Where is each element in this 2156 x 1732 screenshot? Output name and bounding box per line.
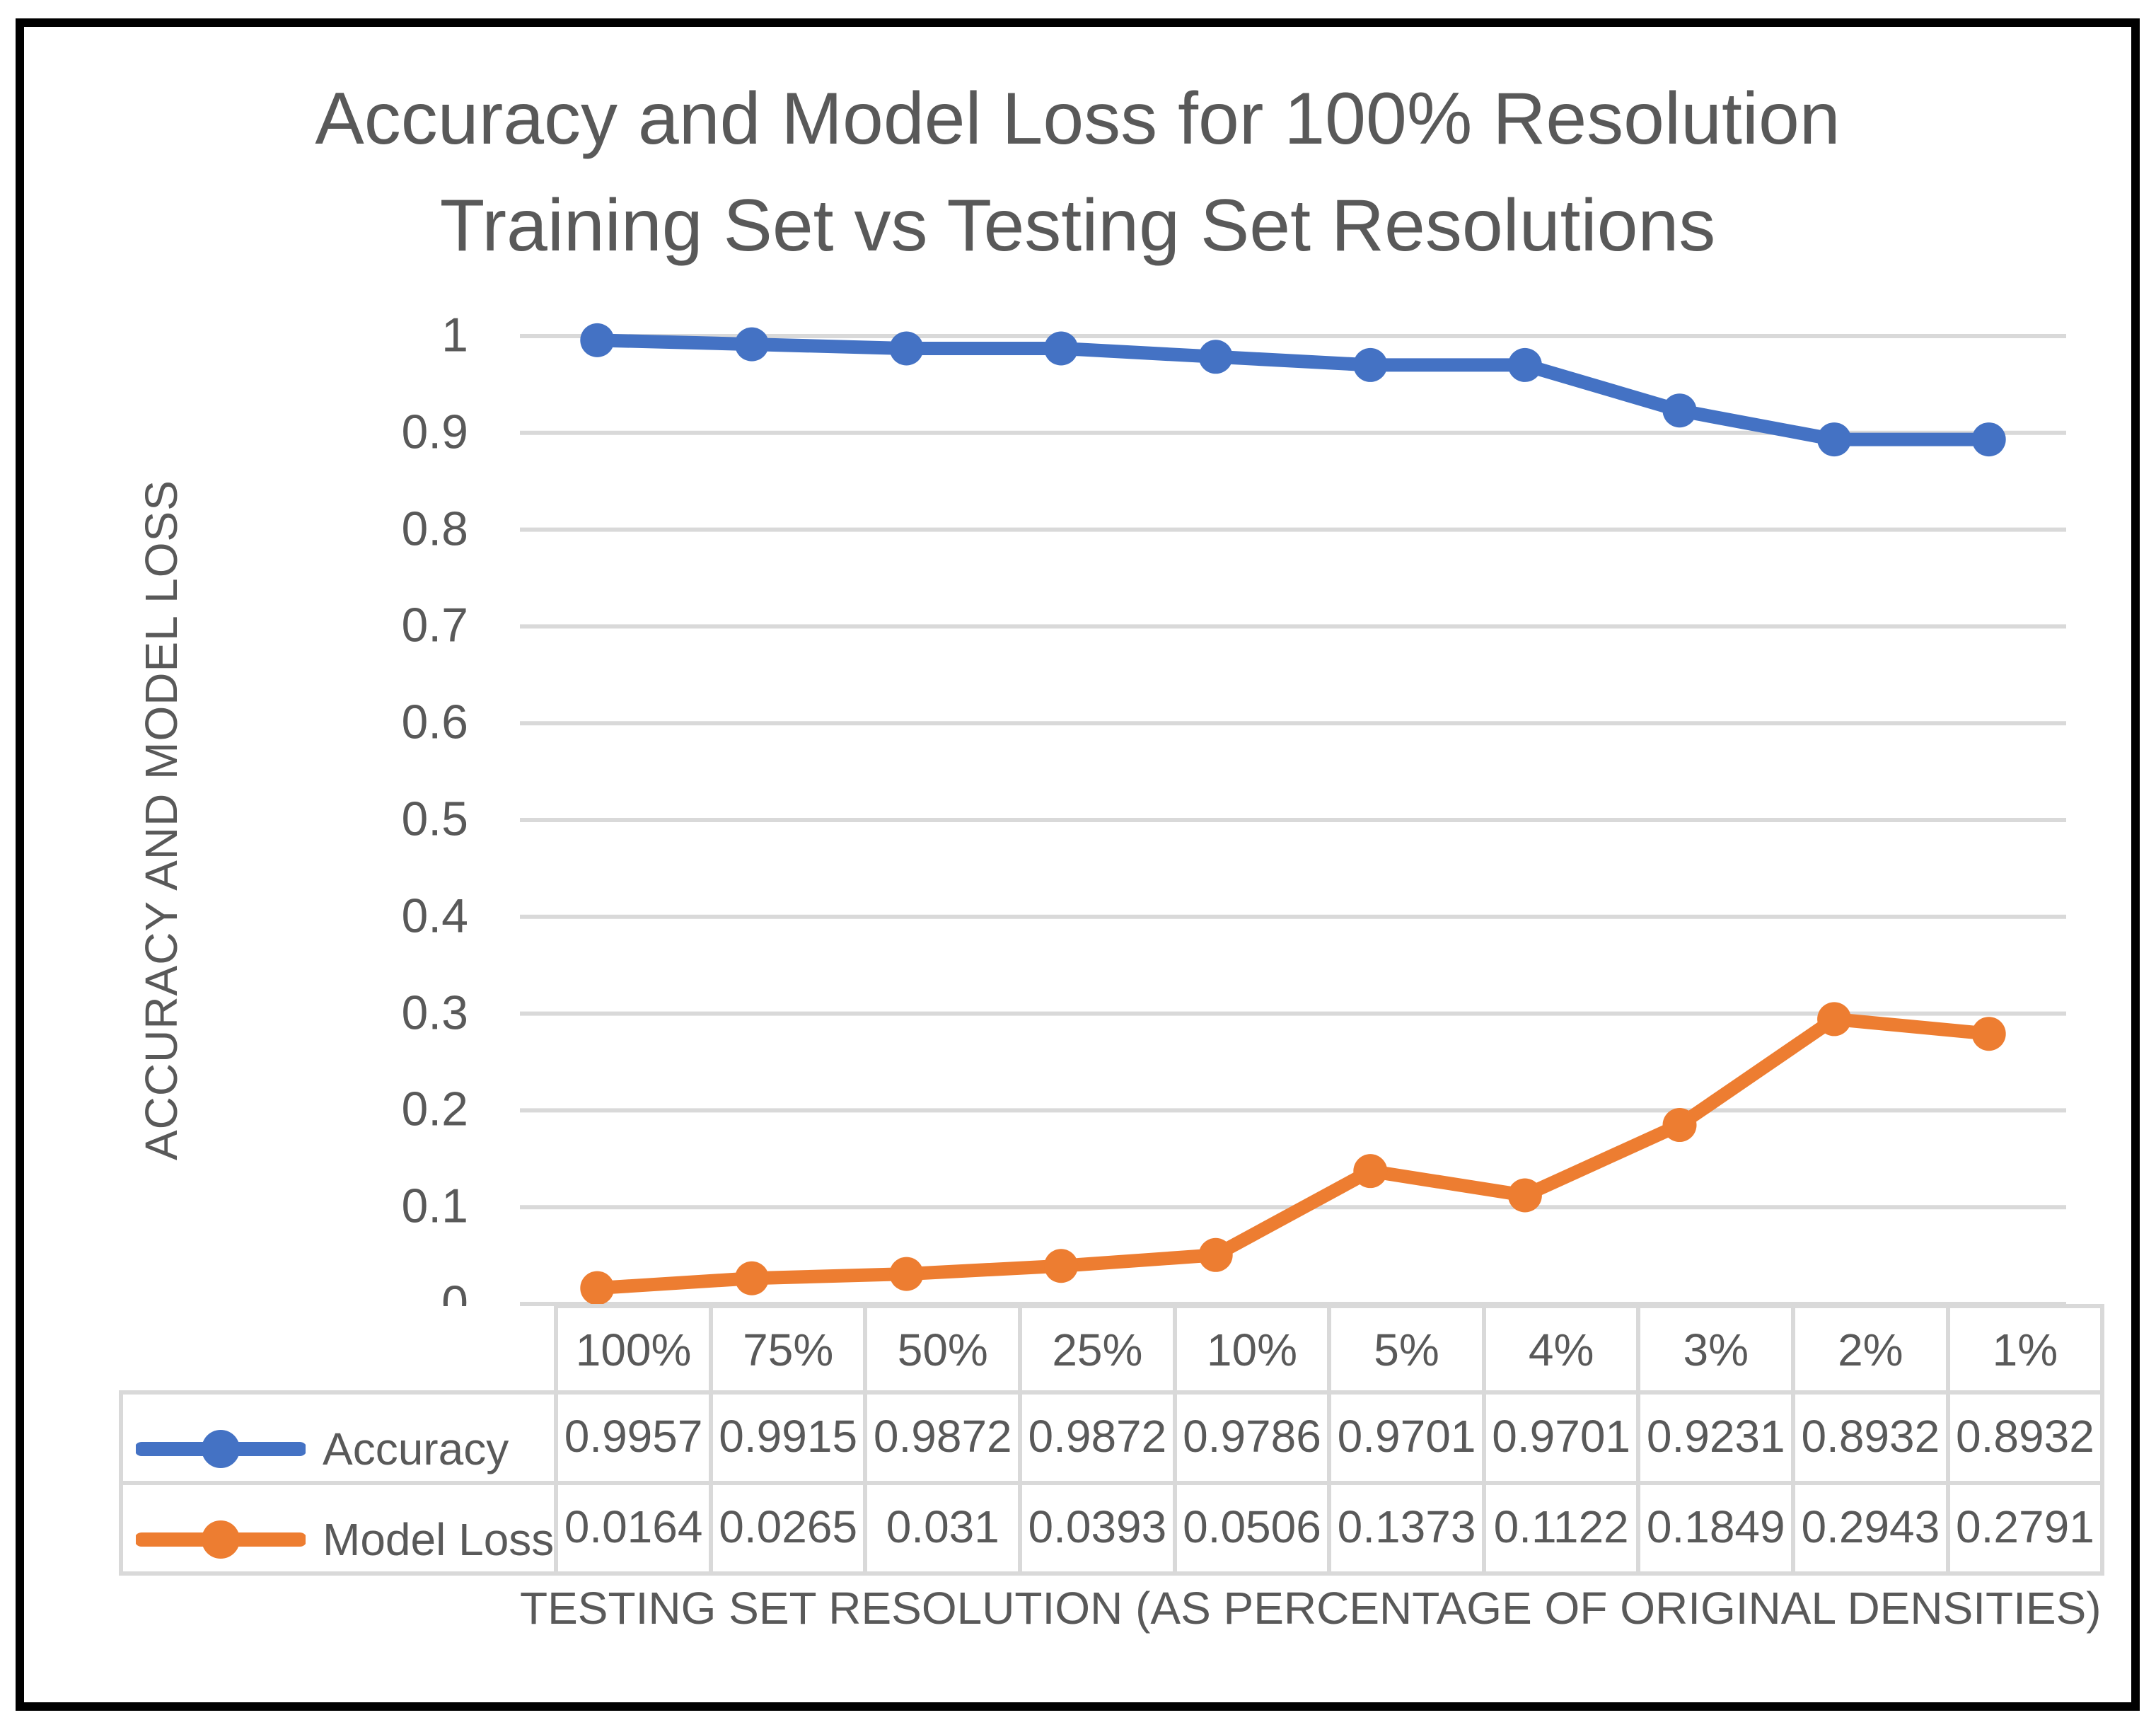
- value-cell: 0.1373: [1327, 1481, 1486, 1576]
- y-tick-label: 0.9: [401, 405, 468, 459]
- series-line-accuracy: [590, 333, 1996, 446]
- legend-entry: Model Loss: [125, 1514, 555, 1565]
- value-cell: 0.0164: [554, 1481, 713, 1576]
- data-point-marker-accuracy: [580, 323, 615, 357]
- data-point-marker-model-loss: [889, 1257, 924, 1291]
- data-point-marker-accuracy: [1662, 393, 1697, 428]
- data-point-marker-accuracy: [1198, 340, 1233, 374]
- category-cell: 1%: [1945, 1304, 2105, 1395]
- data-point-marker-model-loss: [1198, 1237, 1233, 1272]
- value-cell: 0.9701: [1481, 1390, 1641, 1485]
- plot-area: [520, 323, 2066, 1306]
- data-point-marker-accuracy: [1971, 422, 2006, 457]
- category-cell: 50%: [863, 1304, 1023, 1395]
- table-corner-spacer: [121, 1306, 557, 1392]
- value-cell: 0.1849: [1636, 1481, 1796, 1576]
- data-table: 100% 75% 50% 25% 10% 5% 4% 3% 2% 1% Accuracy 0.9957…: [118, 1304, 2105, 1576]
- category-cell: 4%: [1481, 1304, 1641, 1395]
- data-point-marker-accuracy: [1353, 347, 1388, 382]
- legend-cell-accuracy: Accuracy: [118, 1390, 559, 1485]
- data-point-marker-accuracy: [1817, 422, 1852, 457]
- y-axis-title: ACCURACY AND MODEL LOSS: [136, 480, 187, 1160]
- legend-key-model-loss: [136, 1520, 306, 1559]
- category-cell: 10%: [1172, 1304, 1332, 1395]
- chart-frame: Accuracy and Model Loss for 100% Resolut…: [16, 18, 2140, 1711]
- y-tick-label: 0.8: [401, 502, 468, 556]
- value-cell: 0.0265: [708, 1481, 868, 1576]
- value-cell: 0.9701: [1327, 1390, 1486, 1485]
- data-point-marker-model-loss: [734, 1261, 769, 1295]
- chart-canvas: [520, 323, 2066, 1306]
- value-cell: 0.031: [863, 1481, 1023, 1576]
- y-tick-label: 1: [441, 308, 468, 362]
- data-point-marker-model-loss: [1044, 1249, 1079, 1283]
- y-tick-label: 0.2: [401, 1082, 468, 1136]
- legend-label: Accuracy: [323, 1424, 509, 1474]
- y-tick-label: 0.6: [401, 695, 468, 749]
- value-cell: 0.1122: [1481, 1481, 1641, 1576]
- category-cell: 75%: [708, 1304, 868, 1395]
- category-header-row: 100% 75% 50% 25% 10% 5% 4% 3% 2% 1%: [121, 1304, 2105, 1395]
- legend-entry: Accuracy: [125, 1424, 552, 1474]
- legend-key-accuracy: [136, 1430, 306, 1468]
- y-tick-label: 0.1: [401, 1179, 468, 1233]
- y-axis-tick-labels: 1 0.9 0.8 0.7 0.6 0.5 0.4 0.3 0.2 0.1 0: [272, 308, 473, 1329]
- data-point-marker-model-loss: [1817, 1002, 1852, 1037]
- y-tick-label: 0.4: [401, 889, 468, 943]
- y-tick-label: 0.7: [401, 598, 468, 652]
- value-cell: 0.0506: [1172, 1481, 1332, 1576]
- series-row-model-loss: Model Loss 0.0164 0.0265 0.031 0.0393 0.0506 0…: [118, 1481, 2105, 1576]
- category-cell: 5%: [1327, 1304, 1486, 1395]
- chart-title: Accuracy and Model Loss for 100% Resolut…: [315, 78, 1841, 267]
- data-table-grid: 100% 75% 50% 25% 10% 5% 4% 3% 2% 1% Accuracy 0.9957…: [118, 1304, 2105, 1576]
- value-cell: 0.9872: [863, 1390, 1023, 1485]
- category-cell: 100%: [554, 1304, 713, 1395]
- data-point-marker-model-loss: [580, 1271, 615, 1305]
- value-cell: 0.9786: [1172, 1390, 1332, 1485]
- x-axis-title: TESTING SET RESOLUTION (AS PERCENTAGE OF…: [520, 1583, 2102, 1634]
- value-cell: 0.9915: [708, 1390, 868, 1485]
- data-point-marker-model-loss: [1353, 1154, 1388, 1189]
- y-tick-label: 0.3: [401, 986, 468, 1040]
- data-point-marker-model-loss: [1971, 1017, 2006, 1051]
- series-row-accuracy: Accuracy 0.9957 0.9915 0.9872 0.9872 0.9786 0.…: [118, 1390, 2105, 1485]
- category-cell: 2%: [1791, 1304, 1950, 1395]
- value-cell: 0.9957: [554, 1390, 713, 1485]
- value-cell: 0.8932: [1945, 1390, 2105, 1485]
- legend-label: Model Loss: [323, 1514, 555, 1565]
- data-point-marker-accuracy: [1507, 347, 1542, 382]
- value-cell: 0.8932: [1791, 1390, 1950, 1485]
- data-point-marker-model-loss: [1662, 1108, 1697, 1143]
- series-line-model-loss: [590, 1012, 1996, 1295]
- value-cell: 0.0393: [1018, 1481, 1177, 1576]
- value-cell: 0.2791: [1945, 1481, 2105, 1576]
- category-cell: 3%: [1636, 1304, 1796, 1395]
- y-tick-label: 0.5: [401, 792, 468, 846]
- legend-cell-model-loss: Model Loss: [118, 1481, 559, 1576]
- value-cell: 0.9872: [1018, 1390, 1177, 1485]
- data-point-marker-accuracy: [734, 327, 769, 362]
- data-point-marker-model-loss: [1507, 1178, 1542, 1213]
- category-cell: 25%: [1018, 1304, 1177, 1395]
- value-cell: 0.2943: [1791, 1481, 1950, 1576]
- value-cell: 0.9231: [1636, 1390, 1796, 1485]
- data-point-marker-accuracy: [1044, 331, 1079, 366]
- data-point-marker-accuracy: [889, 331, 924, 366]
